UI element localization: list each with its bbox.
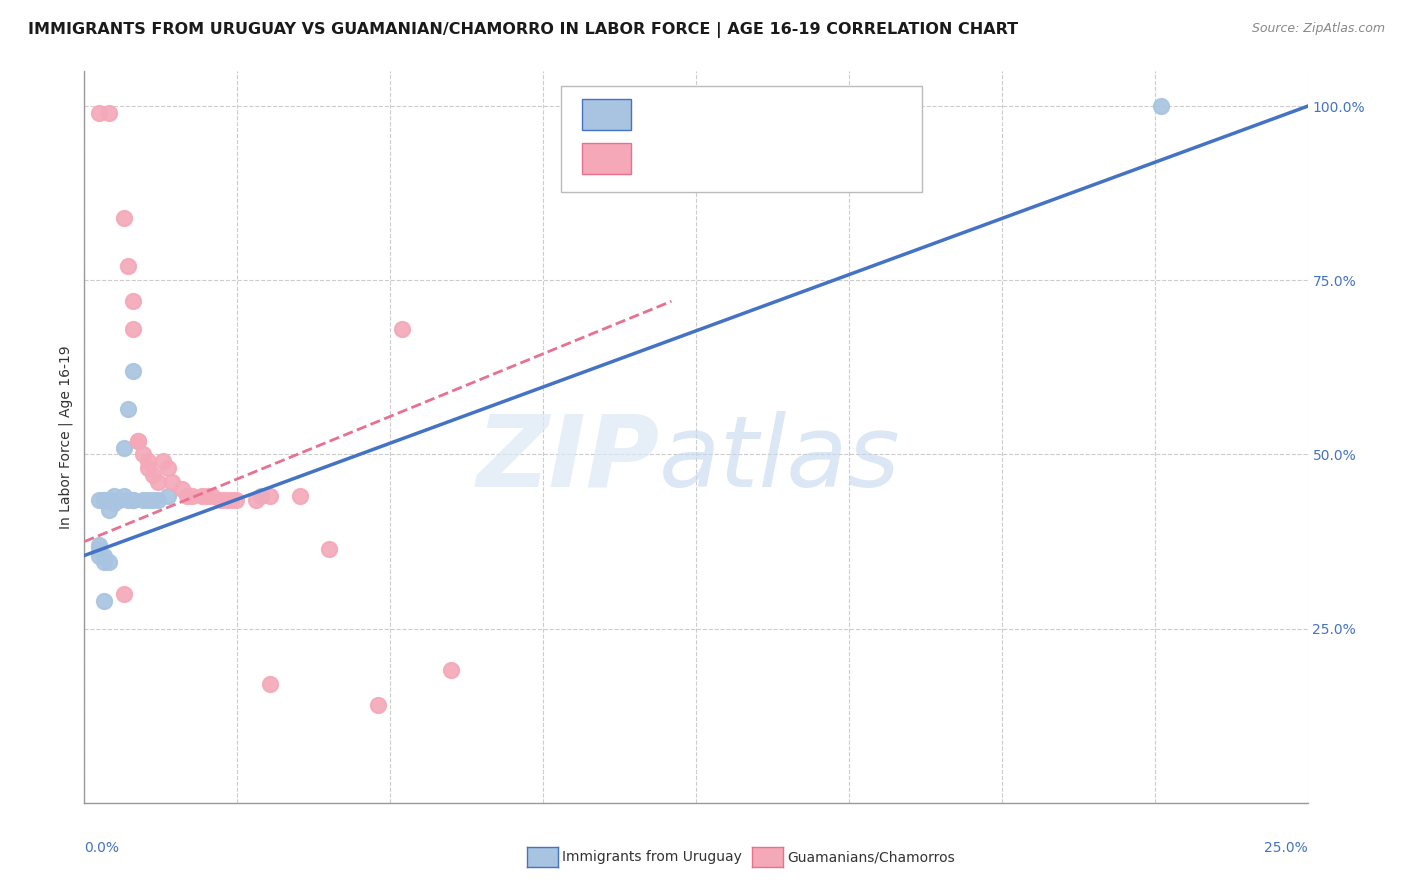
Y-axis label: In Labor Force | Age 16-19: In Labor Force | Age 16-19 [59, 345, 73, 529]
Point [87, 538, 110, 552]
Point [181, 489, 204, 503]
Point [162, 475, 184, 490]
Point [117, 492, 139, 507]
Point [249, 489, 271, 503]
Point [209, 492, 232, 507]
Point [97, 556, 120, 570]
Point [132, 492, 155, 507]
Point [122, 364, 145, 378]
Point [219, 492, 242, 507]
Point [97, 492, 120, 507]
Text: 25.0%: 25.0% [1264, 841, 1308, 855]
Point [225, 492, 247, 507]
Point [288, 489, 311, 503]
Text: Guamanians/Chamorros: Guamanians/Chamorros [787, 850, 955, 864]
Point [117, 402, 139, 417]
Text: R = 0.762: R = 0.762 [644, 104, 734, 123]
Point [191, 489, 214, 503]
Point [93, 549, 115, 563]
Point [93, 492, 115, 507]
Point [103, 496, 125, 510]
Point [117, 260, 139, 274]
Point [103, 489, 125, 503]
Point [1150, 99, 1173, 113]
Text: N = 32: N = 32 [766, 149, 828, 167]
Point [122, 294, 145, 309]
Point [440, 664, 463, 678]
Point [136, 492, 159, 507]
Point [122, 492, 145, 507]
Point [215, 492, 238, 507]
Text: Immigrants from Uruguay: Immigrants from Uruguay [562, 850, 742, 864]
Point [127, 434, 149, 448]
Point [142, 492, 165, 507]
FancyBboxPatch shape [561, 86, 922, 192]
Point [93, 594, 115, 608]
Point [97, 503, 120, 517]
Point [87, 492, 110, 507]
Point [318, 541, 340, 556]
Point [112, 441, 135, 455]
Point [367, 698, 389, 713]
Point [176, 489, 198, 503]
Point [127, 434, 149, 448]
Point [97, 492, 120, 507]
Point [156, 461, 179, 475]
Point [112, 211, 135, 225]
Point [112, 489, 135, 503]
Point [156, 489, 179, 503]
Point [152, 454, 174, 468]
Point [136, 461, 159, 475]
Point [87, 541, 110, 556]
Point [146, 492, 169, 507]
FancyBboxPatch shape [582, 99, 631, 130]
Point [391, 322, 413, 336]
Point [87, 106, 110, 120]
Text: IMMIGRANTS FROM URUGUAY VS GUAMANIAN/CHAMORRO IN LABOR FORCE | AGE 16-19 CORRELA: IMMIGRANTS FROM URUGUAY VS GUAMANIAN/CHA… [28, 22, 1018, 38]
Text: Source: ZipAtlas.com: Source: ZipAtlas.com [1251, 22, 1385, 36]
Point [93, 556, 115, 570]
Point [195, 489, 218, 503]
Point [172, 483, 194, 497]
Point [93, 492, 115, 507]
Point [146, 475, 169, 490]
Text: N = 16: N = 16 [766, 104, 828, 123]
Point [200, 489, 222, 503]
Text: ZIP: ZIP [477, 410, 659, 508]
Point [259, 677, 281, 691]
Point [142, 468, 165, 483]
Point [87, 549, 110, 563]
Text: R = 0.439: R = 0.439 [644, 149, 734, 167]
Point [259, 489, 281, 503]
Point [136, 454, 159, 468]
Point [97, 106, 120, 120]
Text: atlas: atlas [659, 410, 901, 508]
Text: 0.0%: 0.0% [84, 841, 120, 855]
FancyBboxPatch shape [582, 143, 631, 174]
Point [107, 492, 129, 507]
Point [112, 587, 135, 601]
Point [122, 492, 145, 507]
Point [132, 448, 155, 462]
Point [122, 322, 145, 336]
Point [245, 492, 267, 507]
